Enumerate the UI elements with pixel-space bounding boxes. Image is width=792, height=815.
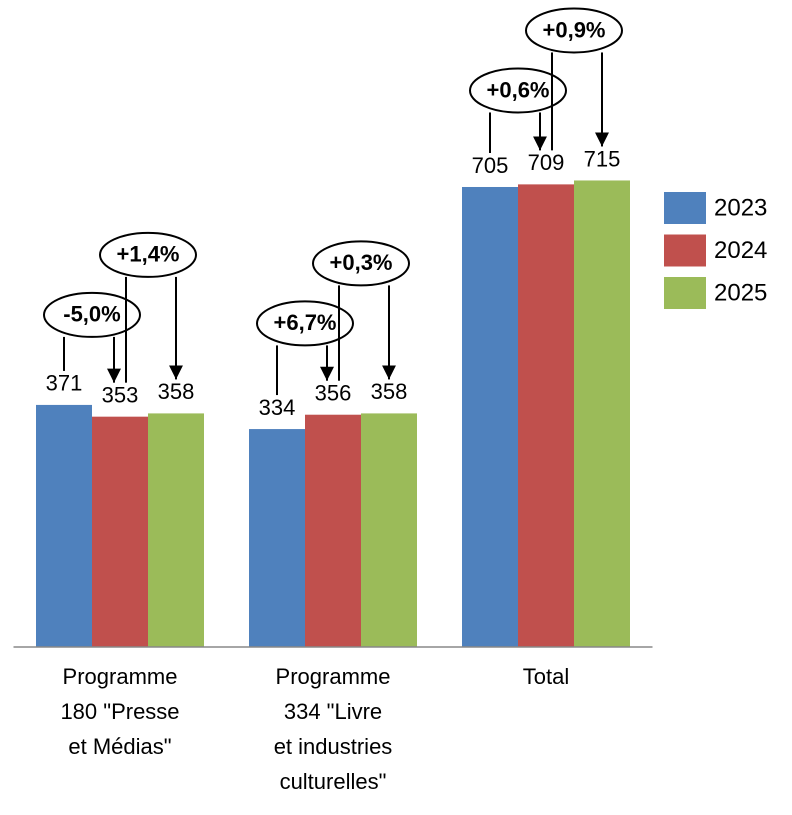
bar	[305, 414, 361, 647]
bar	[574, 180, 630, 647]
bar	[148, 413, 204, 647]
bar	[462, 186, 518, 648]
annotation-bubble	[43, 291, 141, 338]
value-label: 356	[315, 381, 352, 406]
value-label: 358	[371, 379, 408, 404]
legend-label: 2024	[714, 237, 767, 264]
bar	[249, 429, 305, 647]
annotation-label: +0,9%	[543, 17, 606, 42]
bar	[518, 184, 574, 647]
value-label: 705	[472, 153, 509, 178]
legend-label: 2025	[714, 279, 767, 306]
annotation-label: +6,7%	[274, 310, 337, 335]
annotation-label: +0,3%	[330, 250, 393, 275]
value-label: 358	[158, 379, 195, 404]
legend-swatch	[664, 192, 706, 224]
annotation-bubble	[256, 300, 354, 347]
annotation-label: +1,4%	[117, 242, 180, 267]
annotation-bubble	[99, 231, 197, 278]
x-tick-label: Total	[522, 664, 570, 689]
value-label: 715	[584, 146, 621, 171]
bar	[92, 416, 148, 647]
value-label: 371	[46, 371, 83, 396]
x-tick-label: Programme 180 "Presse et Médias"	[60, 664, 180, 759]
legend-swatch	[664, 234, 706, 267]
legend-swatch	[664, 277, 706, 309]
annotation-bubble	[469, 67, 567, 114]
x-tick-label: Programme 334 "Livre et industries cultu…	[273, 664, 393, 794]
annotation-bubble	[312, 240, 410, 287]
annotation-label: +0,6%	[487, 77, 550, 102]
legend-label: 2023	[714, 194, 767, 221]
value-label: 334	[259, 395, 296, 420]
annotation-bubble	[525, 7, 623, 54]
value-label: 353	[102, 382, 139, 407]
value-label: 709	[528, 150, 565, 175]
bar	[361, 413, 417, 647]
bar	[36, 404, 92, 647]
annotation-label: -5,0%	[63, 302, 120, 327]
